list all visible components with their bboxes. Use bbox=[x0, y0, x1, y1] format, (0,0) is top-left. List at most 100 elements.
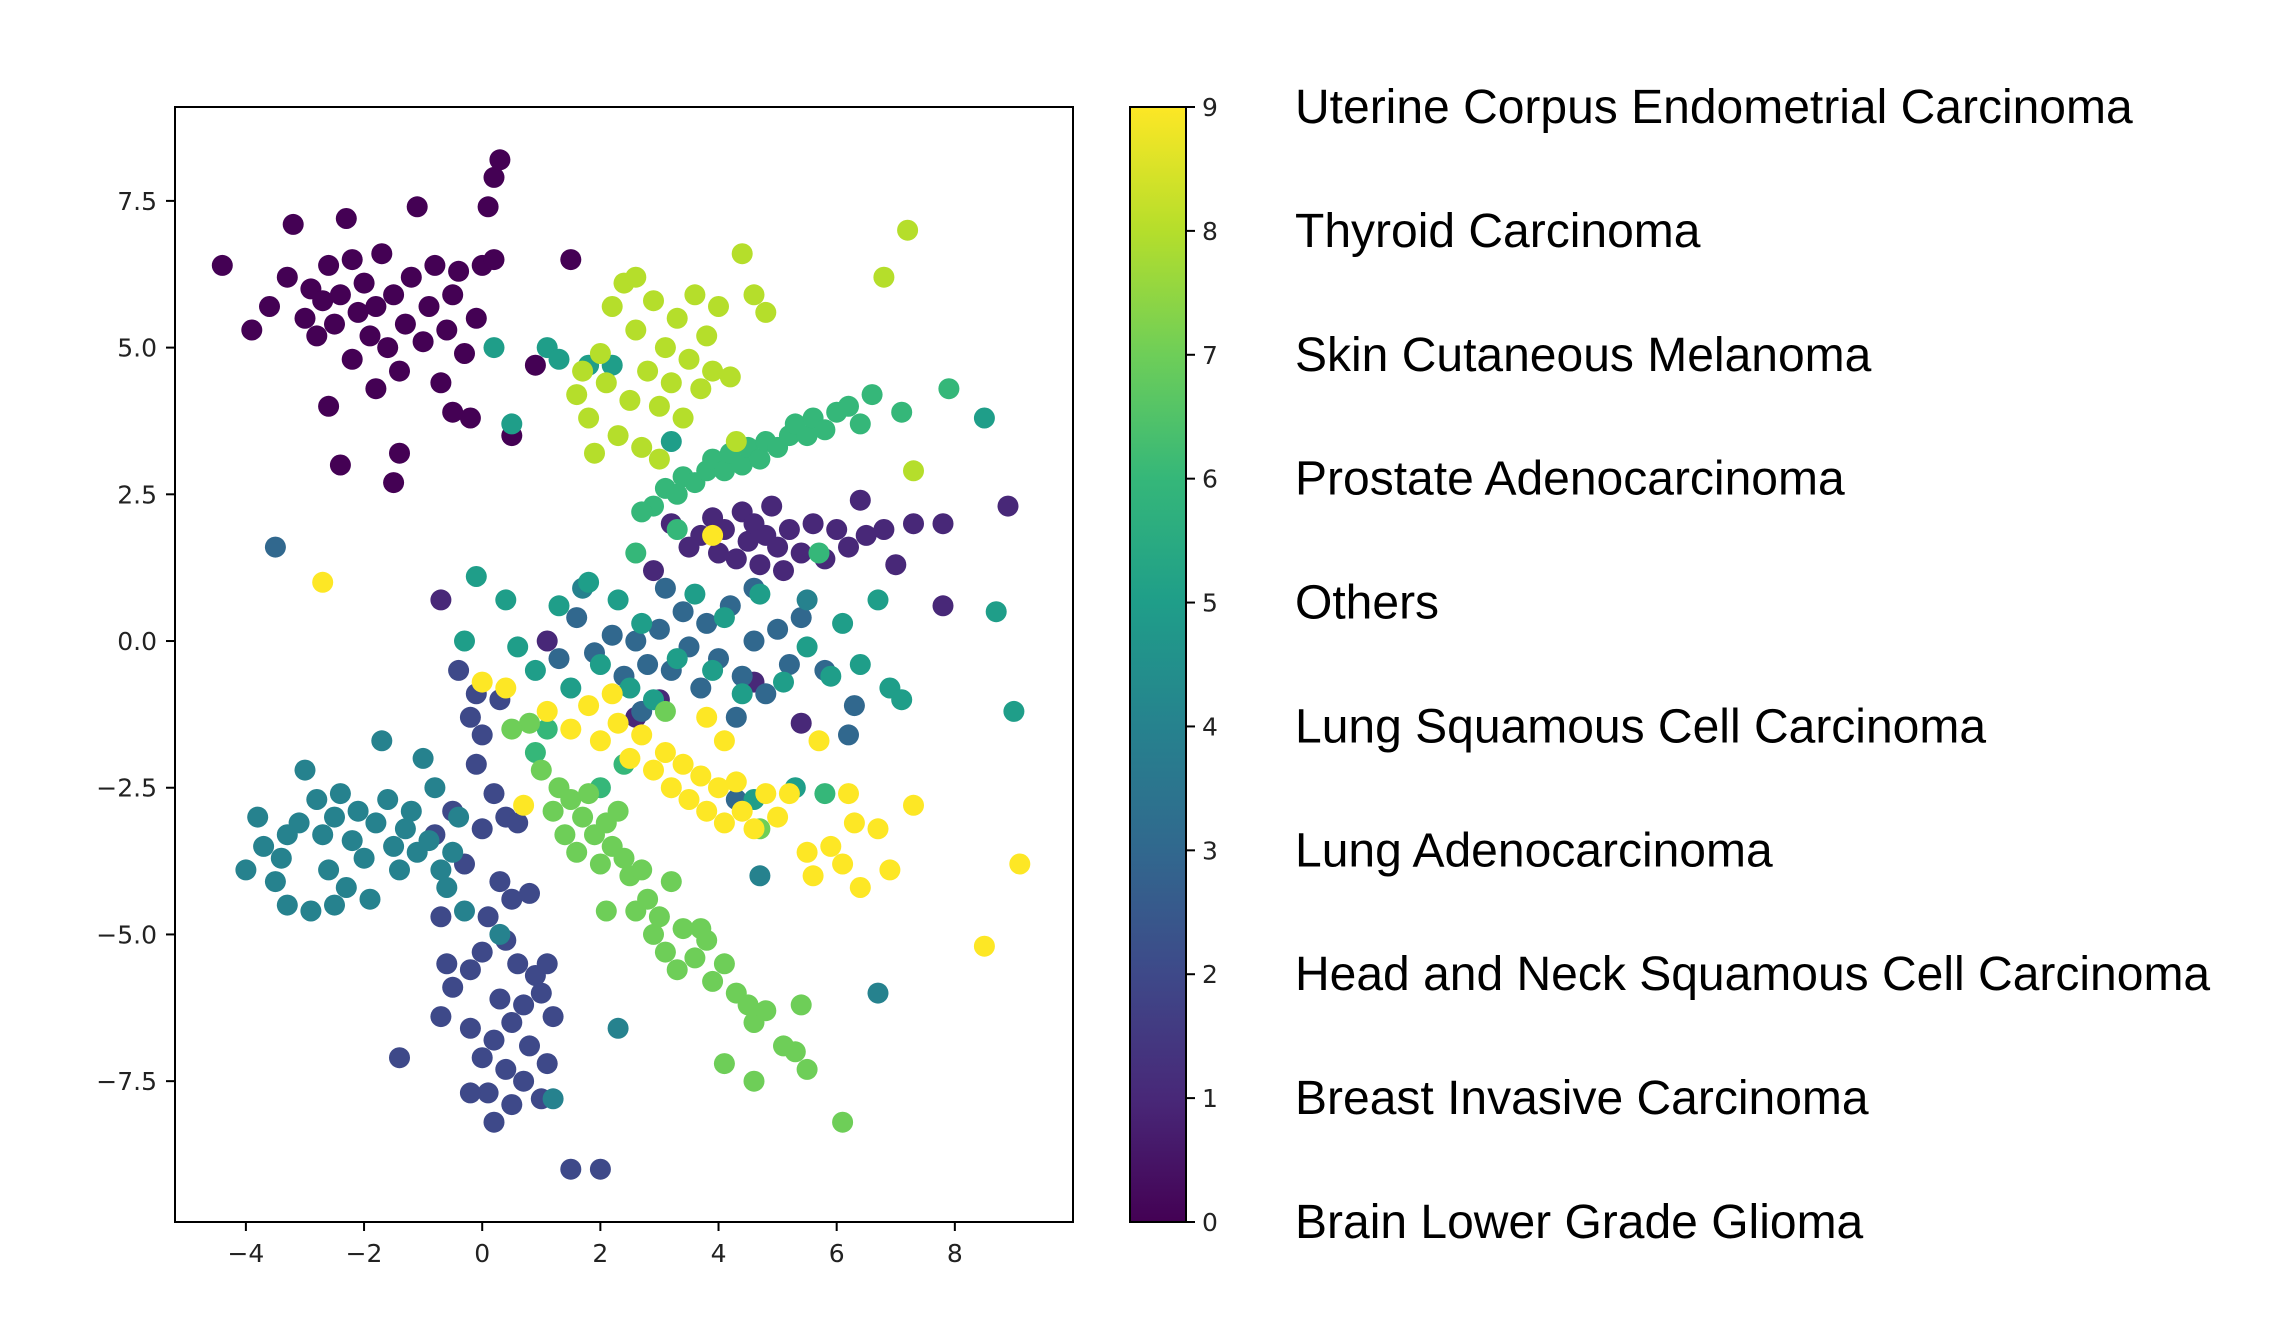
scatter-point bbox=[731, 800, 753, 822]
scatter-point bbox=[459, 407, 481, 429]
scatter-point bbox=[489, 923, 511, 945]
scatter-point bbox=[849, 413, 871, 435]
scatter-point bbox=[737, 994, 759, 1016]
scatter-point bbox=[329, 783, 351, 805]
scatter-point bbox=[778, 654, 800, 675]
scatter-point bbox=[536, 953, 558, 975]
scatter-point bbox=[400, 266, 422, 288]
scatter-point bbox=[802, 865, 824, 887]
scatter-point bbox=[725, 771, 747, 793]
scatter-point bbox=[501, 1094, 523, 1116]
scatter-point bbox=[548, 595, 570, 617]
scatter-point bbox=[513, 994, 535, 1016]
scatter-point bbox=[808, 730, 830, 752]
scatter-point bbox=[477, 1082, 499, 1104]
colorbar-tick-label: 0 bbox=[1202, 1208, 1218, 1237]
scatter-point bbox=[666, 959, 688, 981]
colorbar-ticks: 0 1 2 3 4 5 6 7 8 9 bbox=[1186, 93, 1218, 1237]
scatter-point bbox=[838, 783, 859, 805]
class-label: Skin Cutaneous Melanoma bbox=[1295, 329, 1872, 382]
scatter-point bbox=[702, 659, 724, 681]
scatter-point bbox=[383, 835, 405, 857]
scatter-point bbox=[389, 1047, 410, 1069]
scatter-point bbox=[365, 378, 387, 400]
scatter-point bbox=[702, 524, 724, 546]
scatter-point bbox=[885, 554, 907, 576]
scatter-point bbox=[643, 759, 664, 781]
scatter-point bbox=[672, 753, 694, 775]
class-label: Lung Squamous Cell Carcinoma bbox=[1295, 700, 1986, 753]
scatter-point bbox=[483, 1111, 505, 1133]
scatter-point bbox=[843, 695, 865, 717]
scatter-point bbox=[495, 677, 517, 699]
colorbar-tick-label: 7 bbox=[1202, 341, 1218, 370]
scatter-point bbox=[648, 618, 670, 640]
scatter-point bbox=[997, 495, 1019, 517]
scatter-point bbox=[843, 812, 865, 834]
scatter-point bbox=[761, 495, 783, 517]
scatter-point bbox=[731, 683, 753, 705]
scatter-point bbox=[648, 395, 670, 417]
scatter-point bbox=[418, 830, 440, 852]
scatter-point bbox=[371, 730, 393, 752]
scatter-point bbox=[365, 296, 387, 317]
scatter-point bbox=[867, 589, 889, 611]
scatter-point bbox=[430, 1006, 452, 1028]
scatter-point bbox=[690, 918, 712, 940]
scatter-point bbox=[749, 583, 771, 605]
scatter-point bbox=[897, 219, 919, 241]
scatter-point bbox=[690, 378, 712, 400]
scatter-point bbox=[477, 906, 499, 928]
scatter-point bbox=[731, 243, 753, 265]
scatter-point bbox=[276, 894, 298, 916]
scatter-point bbox=[578, 783, 600, 805]
scatter-point bbox=[696, 325, 718, 347]
scatter-point bbox=[619, 389, 641, 411]
scatter-point bbox=[790, 607, 812, 629]
scatter-point bbox=[631, 436, 653, 458]
scatter-point bbox=[678, 348, 700, 370]
scatter-point bbox=[530, 982, 552, 1004]
scatter-point bbox=[566, 384, 588, 406]
scatter-point bbox=[542, 1006, 564, 1028]
scatter-point bbox=[519, 1035, 540, 1057]
colorbar-tick-label: 2 bbox=[1202, 960, 1218, 989]
scatter-point bbox=[471, 818, 493, 840]
scatter-point bbox=[690, 765, 712, 787]
scatter-point bbox=[773, 560, 794, 582]
scatter-point bbox=[849, 877, 871, 898]
y-tick-label: −2.5 bbox=[96, 774, 157, 803]
scatter-point bbox=[932, 595, 954, 617]
scatter-point bbox=[560, 677, 582, 699]
scatter-point bbox=[849, 654, 871, 675]
scatter-point bbox=[442, 401, 464, 423]
scatter-point bbox=[572, 360, 594, 382]
scatter-point bbox=[519, 712, 540, 734]
scatter-point bbox=[318, 254, 340, 276]
scatter-point bbox=[820, 665, 842, 687]
scatter-point bbox=[589, 853, 611, 875]
scatter-point bbox=[554, 824, 576, 846]
scatter-point bbox=[312, 290, 334, 312]
scatter-point bbox=[542, 800, 564, 822]
colorbar-tick-label: 6 bbox=[1202, 465, 1218, 494]
scatter-point bbox=[755, 683, 777, 705]
scatter-point bbox=[264, 536, 286, 558]
scatter-point bbox=[572, 806, 594, 828]
scatter-point bbox=[341, 348, 363, 370]
scatter-point bbox=[495, 589, 517, 611]
scatter-point bbox=[702, 970, 724, 992]
scatter-point bbox=[743, 630, 765, 652]
scatter-point bbox=[507, 953, 529, 975]
scatter-point bbox=[377, 789, 399, 810]
scatter-point bbox=[903, 513, 924, 535]
scatter-point bbox=[430, 906, 452, 928]
scatter-point bbox=[607, 589, 629, 611]
scatter-point bbox=[696, 612, 718, 634]
scatter-point bbox=[359, 888, 381, 910]
scatter-point bbox=[389, 360, 410, 382]
scatter-point bbox=[1003, 700, 1025, 722]
scatter-point bbox=[796, 636, 818, 658]
scatter-point bbox=[329, 284, 351, 306]
scatter-point bbox=[660, 871, 682, 893]
